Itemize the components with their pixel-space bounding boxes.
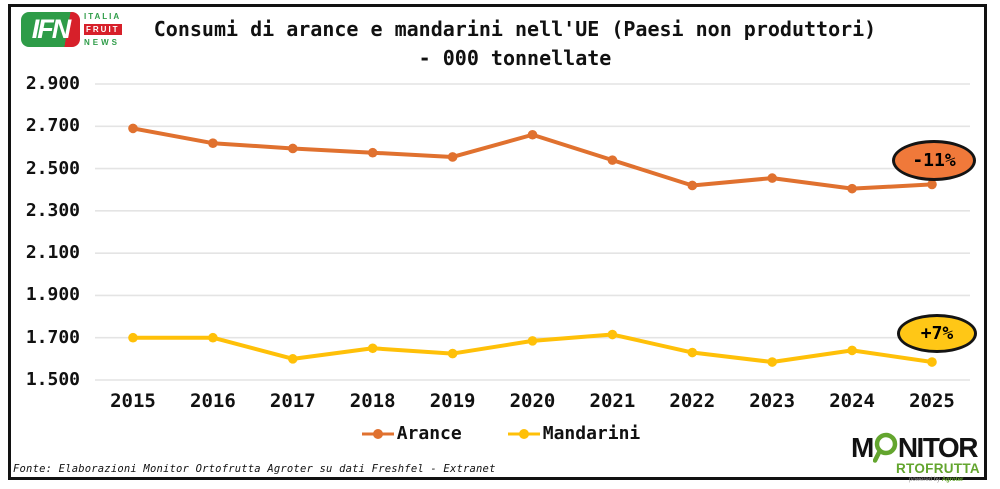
ifn-logo-text: ITALIA FRUIT NEWS [84, 12, 122, 47]
x-axis-tick-label: 2016 [190, 390, 236, 412]
data-point-mandarini-2024 [847, 345, 857, 356]
data-point-mandarini-2016 [208, 332, 218, 343]
data-point-mandarini-2018 [367, 343, 378, 354]
monitor-ortofrutta-logo: M NITOR RTOFRUTTA powered by Agroter [851, 431, 991, 483]
y-axis-tick-label: 2.300 [25, 199, 80, 221]
x-axis-tick-label: 2018 [349, 390, 396, 412]
data-point-arance-2023 [767, 173, 777, 183]
legend-label-arance: Arance [396, 423, 462, 444]
data-point-mandarini-2025 [927, 357, 937, 367]
data-point-mandarini-2020 [527, 336, 538, 346]
data-point-arance-2018 [367, 147, 378, 158]
chart-title: Consumi di arance e mandarini nell'UE (P… [130, 15, 900, 73]
x-axis-tick-label: 2021 [589, 390, 636, 412]
legend-item-mandarini: Mandarini [506, 423, 641, 444]
arance-line-marker-icon [361, 428, 394, 439]
y-axis-tick-label: 2.100 [25, 242, 80, 264]
legend: Arance Mandarini [0, 423, 1000, 444]
y-axis-tick-label: 1.700 [25, 326, 80, 348]
badge-mandarini-change: +7% [897, 314, 977, 353]
ifn-news-label: NEWS [84, 38, 120, 47]
legend-item-arance: Arance [360, 423, 462, 444]
data-point-arance-2022 [687, 180, 698, 191]
data-point-arance-2016 [208, 138, 218, 148]
magnifier-icon [872, 432, 898, 463]
data-point-mandarini-2017 [288, 354, 298, 364]
monitor-word-prefix: M [851, 432, 874, 463]
x-axis-tick-label: 2020 [509, 390, 556, 412]
monitor-wordmark: M NITOR [851, 431, 991, 465]
x-axis-tick-label: 2024 [829, 390, 875, 412]
data-point-mandarini-2015 [128, 332, 138, 343]
chart-title-line2: - 000 tonnellate [418, 46, 612, 70]
data-point-arance-2017 [288, 143, 298, 154]
data-point-arance-2015 [128, 123, 138, 134]
x-axis-tick-label: 2025 [909, 390, 955, 412]
x-axis-tick-label: 2023 [749, 390, 796, 412]
chart-title-line1: Consumi di arance e mandarini nell'UE (P… [153, 17, 877, 41]
badge-arance-change: -11% [892, 140, 976, 181]
data-point-mandarini-2022 [687, 347, 698, 358]
data-point-arance-2019 [447, 152, 458, 162]
data-point-mandarini-2019 [447, 348, 458, 359]
y-axis-tick-label: 2.900 [25, 73, 80, 94]
source-note: Fonte: Elaborazioni Monitor Ortofrutta A… [13, 463, 496, 475]
y-axis-tick-label: 1.900 [25, 284, 80, 306]
powered-by-label: powered by Agroter [909, 477, 964, 483]
ifn-fruit-label: FRUIT [84, 24, 122, 35]
data-point-mandarini-2023 [767, 357, 777, 367]
x-axis-tick-label: 2015 [110, 390, 156, 412]
data-point-arance-2021 [607, 155, 618, 165]
ortofrutta-wordmark: RTOFRUTTA [896, 461, 980, 476]
x-axis-tick-label: 2017 [269, 390, 316, 412]
legend-label-mandarini: Mandarini [542, 423, 641, 444]
data-point-arance-2024 [847, 183, 857, 194]
y-axis-tick-label: 1.500 [25, 369, 80, 390]
mandarini-line-marker-icon [507, 428, 540, 439]
x-axis-tick-label: 2022 [669, 390, 716, 412]
ifn-acronym: IFN [31, 14, 71, 44]
monitor-word-suffix: NITOR [897, 432, 979, 463]
ifn-logo-mark: IFN [21, 12, 80, 47]
x-axis-tick-label: 2019 [429, 390, 476, 412]
y-axis-tick-label: 2.700 [25, 115, 80, 137]
y-axis-tick-label: 2.500 [25, 157, 80, 179]
agroter-brand: Agroter [941, 477, 964, 483]
ifn-logo: IFN ITALIA FRUIT NEWS [21, 12, 122, 47]
data-point-arance-2025 [927, 179, 937, 190]
data-point-mandarini-2021 [607, 329, 618, 340]
ifn-italia-label: ITALIA [84, 12, 122, 21]
data-point-arance-2020 [527, 129, 538, 140]
